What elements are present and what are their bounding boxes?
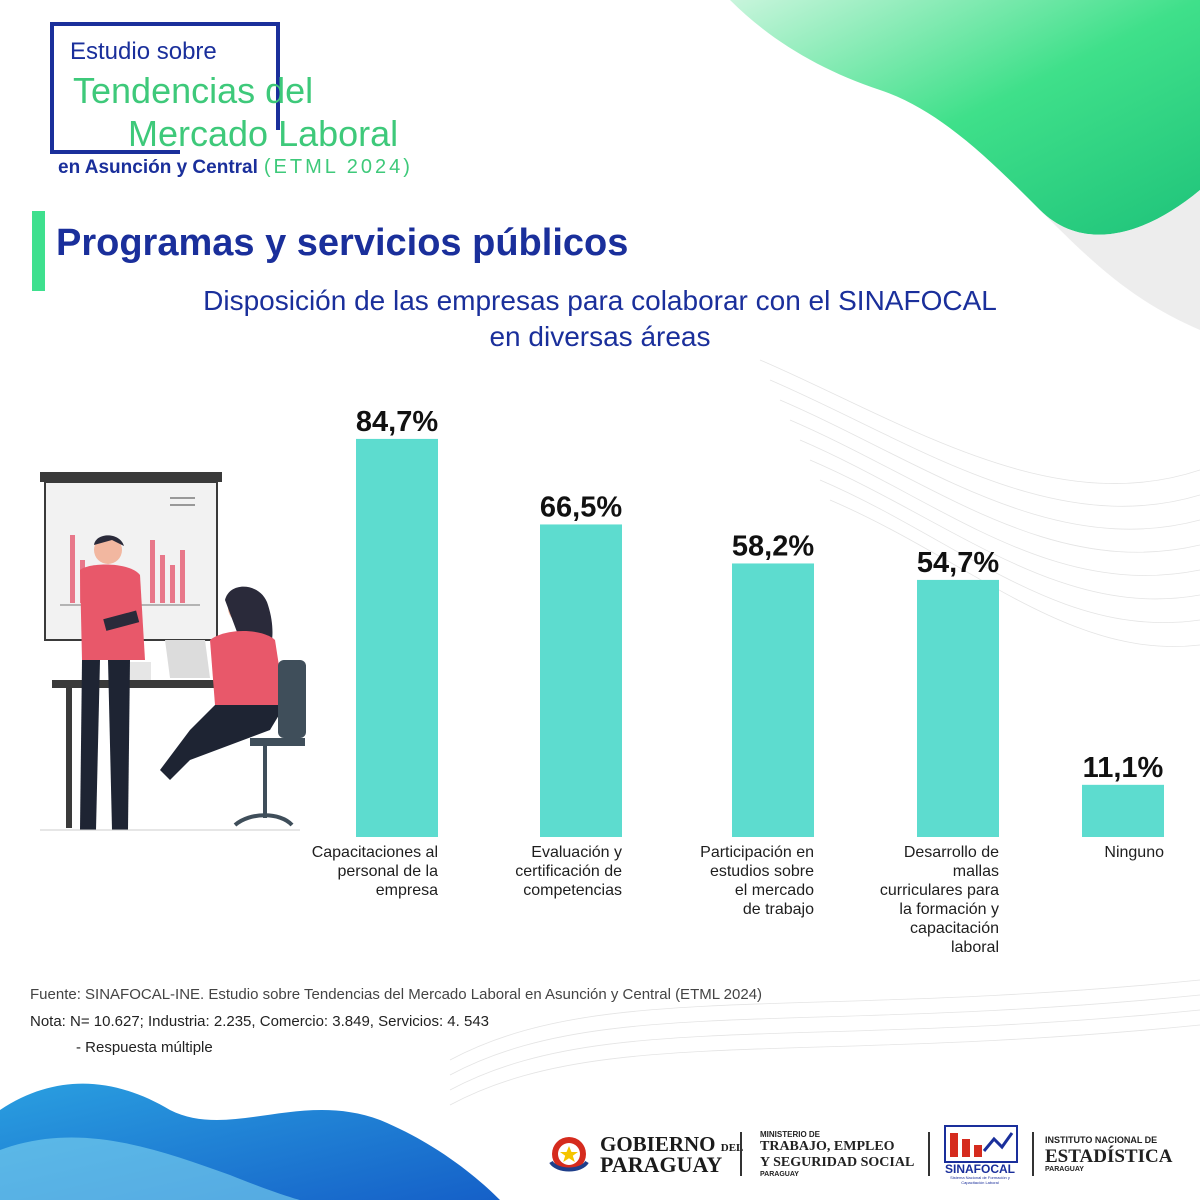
green-wave-shape	[730, 0, 1200, 235]
title-frame	[50, 22, 280, 154]
bar-value-label: 11,1%	[1083, 752, 1164, 784]
category-label-line: la formación y	[899, 901, 999, 918]
line-pattern	[449, 359, 1200, 1106]
logo-divider	[1032, 1132, 1034, 1176]
bar-2	[540, 524, 622, 837]
bar-value-label: 66,5%	[540, 491, 622, 523]
bar-4	[917, 579, 999, 837]
category-label-line: curriculares para	[879, 882, 999, 899]
bar-1	[356, 438, 438, 837]
study-title-line1: Estudio sobre	[70, 38, 217, 65]
category-label-line: competencias	[523, 882, 622, 899]
ministerio-line4: PARAGUAY	[760, 1171, 799, 1178]
chart-subtitle-line2: en diversas áreas	[489, 321, 711, 352]
study-acronym: (ETML 2024)	[263, 156, 413, 178]
paraguay-logo-text: PARAGUAY	[600, 1152, 723, 1177]
sinafocal-logo-icon	[944, 1125, 1018, 1163]
category-label-line: Participación en	[700, 844, 814, 861]
grey-wave-shape	[1040, 190, 1200, 330]
section-accent-bar	[32, 211, 45, 291]
title-frame-gap	[180, 130, 284, 158]
logo-divider	[740, 1132, 742, 1176]
source-note: Fuente: SINAFOCAL-INE. Estudio sobre Ten…	[30, 986, 763, 1003]
study-title-line2: Tendencias del	[73, 70, 314, 111]
category-label-line: de trabajo	[742, 901, 814, 918]
sinafocal-subtitle: Sistema Nacional de Formación y Capacita…	[950, 1175, 1010, 1185]
category-label: Ninguno	[964, 843, 1164, 862]
category-label-line: capacitación	[910, 920, 999, 937]
category-label-line: empresa	[375, 882, 438, 899]
ministerio-line3: Y SEGURIDAD SOCIAL	[760, 1155, 915, 1170]
bar-value-label: 84,7%	[356, 406, 438, 438]
category-label-line: Desarrollo de	[903, 844, 999, 861]
bar-value-label: 54,7%	[917, 547, 999, 579]
category-label: Desarrollo de mallas curriculares para la f…	[799, 843, 999, 957]
chart-subtitle: Disposición de las empresas para colabor…	[100, 283, 1100, 355]
category-label-line: personal de la	[337, 863, 438, 880]
category-label: Evaluación y certificación de competencias	[422, 843, 622, 900]
ine-line3: PARAGUAY	[1045, 1166, 1084, 1173]
category-label-line: estudios sobre	[709, 863, 814, 880]
chart-subtitle-line1: Disposición de las empresas para colabor…	[203, 285, 997, 316]
category-label: Participación en estudios sobre el mercado…	[614, 843, 814, 919]
section-title: Programas y servicios públicos	[56, 222, 629, 264]
category-label-line: mallas	[952, 863, 999, 880]
sample-note: Nota: N= 10.627; Industria: 2.235, Comer…	[30, 1013, 490, 1030]
multiple-response-note: - Respuesta múltiple	[76, 1039, 213, 1056]
sinafocal-name: SINAFOCAL	[945, 1162, 1015, 1176]
man-figure-illustration	[80, 535, 145, 830]
bar-value-label: 58,2%	[732, 530, 814, 562]
logo-divider	[928, 1132, 930, 1176]
study-location: en Asunción y Central	[58, 157, 258, 178]
category-label-line: certificación de	[515, 863, 622, 880]
ine-line1: INSTITUTO NACIONAL DE	[1045, 1135, 1158, 1145]
category-label-line: Ninguno	[1104, 844, 1164, 861]
gobierno-logo-text: GOBIERNO DEL	[600, 1132, 744, 1156]
category-label: Capacitaciones al personal de la empresa	[238, 843, 438, 900]
bar-5	[1082, 784, 1164, 837]
category-label-line: el mercado	[734, 882, 814, 899]
category-label-line: laboral	[950, 939, 999, 956]
woman-figure-illustration	[160, 586, 306, 827]
category-label-line: Capacitaciones al	[311, 844, 438, 861]
study-title-line4: en Asunción y Central (ETML 2024)	[58, 156, 413, 179]
ministerio-line1: MINISTERIO DE	[760, 1130, 821, 1139]
light-blue-wave-shape	[0, 1137, 300, 1200]
study-title-line3: Mercado Laboral	[128, 113, 399, 154]
ine-line2: ESTADÍSTICA	[1045, 1146, 1173, 1167]
category-label-line: Evaluación y	[531, 844, 622, 861]
desk-illustration	[52, 640, 272, 828]
gobierno-paraguay-logo-icon	[549, 1137, 589, 1172]
ministerio-line2: TRABAJO, EMPLEO	[760, 1139, 895, 1154]
bar-3	[732, 563, 814, 837]
